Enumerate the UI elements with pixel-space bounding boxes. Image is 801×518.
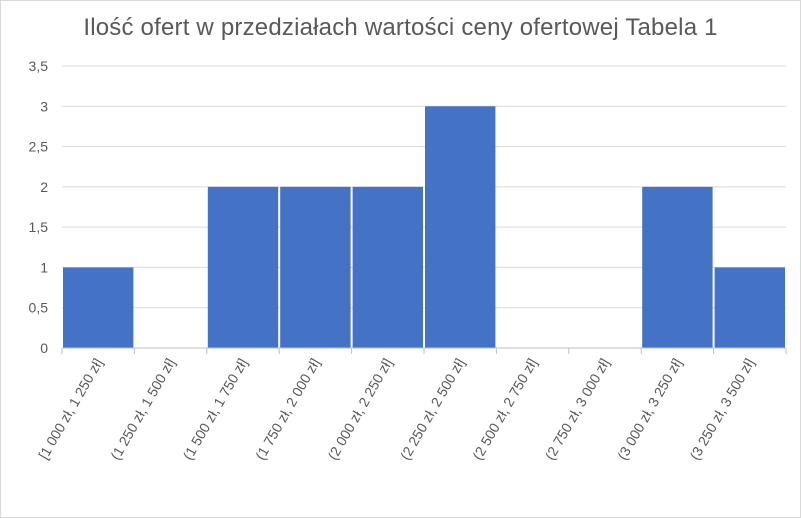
x-tick-label: (2 000 zł, 2 250 zł] — [324, 356, 395, 463]
y-tick-label: 1 — [40, 259, 48, 275]
x-tick-label: [1 000 zł, 1 250 zł] — [35, 356, 106, 462]
x-axis — [61, 347, 787, 354]
bar — [425, 106, 496, 349]
x-tick-label: (2 750 zł, 3 000 zł] — [542, 356, 613, 463]
bar — [642, 186, 713, 348]
x-tick-label: (1 250 zł, 1 500 zł] — [107, 356, 178, 463]
bar — [63, 267, 134, 348]
bars — [63, 106, 785, 349]
y-tick-label: 0,5 — [29, 300, 49, 316]
chart-title: Ilość ofert w przedziałach wartości ceny… — [83, 14, 718, 41]
y-axis-tick-labels: 0 0,5 1 1,5 2 2,5 3 3,5 — [29, 58, 49, 356]
y-tick-label: 0 — [40, 340, 48, 356]
x-tick-label: (1 750 zł, 2 000 zł] — [252, 356, 323, 463]
y-tick-label: 2 — [40, 179, 48, 195]
x-tick-label: (2 500 zł, 2 750 zł] — [469, 356, 540, 463]
y-tick-label: 3,5 — [29, 58, 49, 74]
x-tick-label: (2 250 zł, 2 500 zł] — [397, 356, 468, 463]
x-tick-label: (3 000 zł, 3 250 zł] — [614, 356, 685, 463]
y-tick-label: 1,5 — [29, 219, 49, 235]
x-tick-label: (1 500 zł, 1 750 zł] — [180, 356, 251, 463]
bar — [207, 186, 279, 348]
y-tick-label: 3 — [40, 98, 48, 114]
bar — [280, 186, 351, 348]
x-tick-label: (3 250 zł, 3 500 zł] — [686, 356, 757, 463]
x-axis-tick-labels: [1 000 zł, 1 250 zł] (1 250 zł, 1 500 zł]… — [35, 356, 757, 463]
bar — [352, 186, 423, 348]
y-tick-label: 2,5 — [29, 139, 49, 155]
bar — [714, 267, 785, 348]
